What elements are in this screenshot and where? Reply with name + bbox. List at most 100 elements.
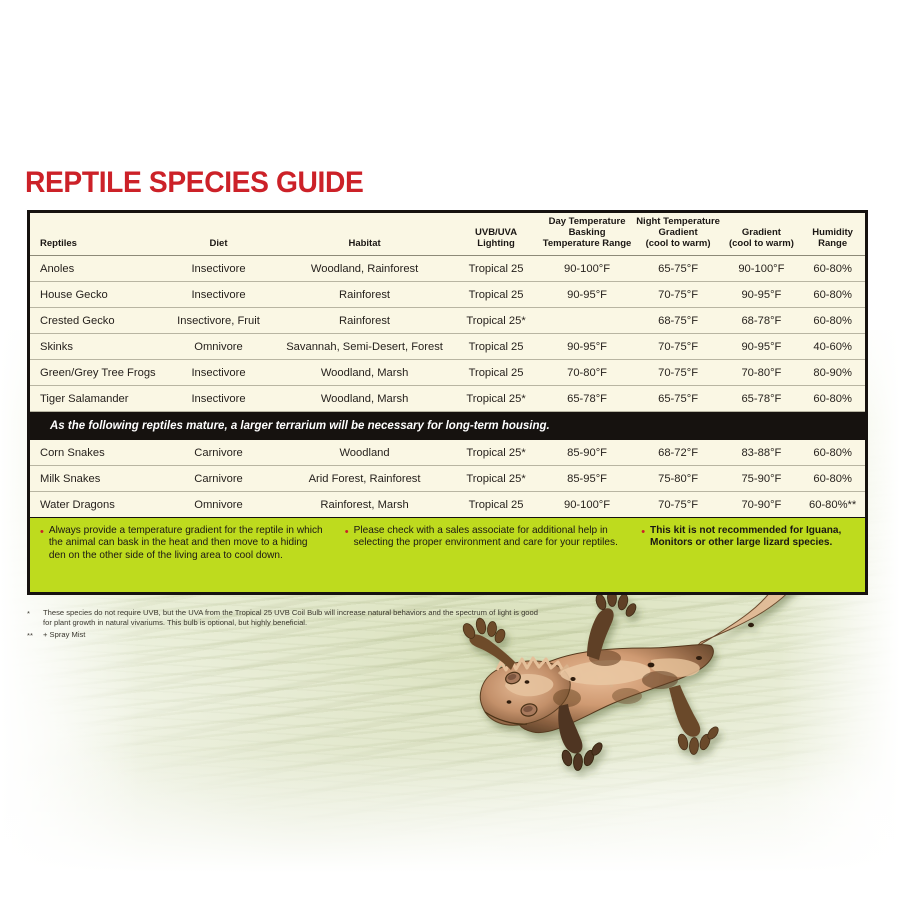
care-tip-3: • This kit is not recommended for Iguana… <box>631 518 865 592</box>
cell-day: 90-100°F <box>540 255 634 283</box>
cell-day: 90-100°F <box>540 491 634 518</box>
cell-humidity: 60-80%** <box>800 491 865 518</box>
cell-humidity: 60-80% <box>800 255 865 283</box>
header-text-habitat: Habitat <box>348 238 381 250</box>
header-text-uvb-line2: Lighting <box>477 238 515 250</box>
footnote-text: + Spray Mist <box>43 630 86 640</box>
cell-habitat: Rainforest <box>277 307 452 335</box>
cell-day: 90-95°F <box>540 281 634 309</box>
cell-gradient: 90-95°F <box>722 281 801 309</box>
page-title: REPTILE SPECIES GUIDE <box>25 166 364 199</box>
footnotes: * These species do not require UVB, but … <box>27 608 547 643</box>
cell-gradient: 75-90°F <box>722 465 801 493</box>
cell-diet: Insectivore <box>159 281 278 309</box>
header-text-reptiles: Reptiles <box>40 238 77 250</box>
cell-habitat: Woodland <box>277 440 452 467</box>
species-table-container: Reptiles Diet Habitat UVB/UVA Lighting D… <box>27 210 868 521</box>
cell-habitat: Woodland, Rainforest <box>277 255 452 283</box>
column-header-reptiles: Reptiles <box>30 213 160 257</box>
cell-habitat: Savannah, Semi-Desert, Forest <box>277 333 452 361</box>
cell-diet: Carnivore <box>159 465 278 493</box>
header-text-grad-line2: (cool to warm) <box>728 238 794 250</box>
cell-diet: Omnivore <box>159 333 278 361</box>
cell-day: 65-78°F <box>540 385 634 413</box>
table-row: Green/Grey Tree Frogs Insectivore Woodla… <box>30 359 865 387</box>
cell-humidity: 80-90% <box>800 359 865 387</box>
care-tip-1: • Always provide a temperature gradient … <box>30 518 335 592</box>
table-row: Crested Gecko Insectivore, Fruit Rainfor… <box>30 307 865 335</box>
column-header-night-temperature: Night Temperature Gradient (cool to warm… <box>633 213 723 257</box>
cell-habitat: Rainforest, Marsh <box>277 491 452 518</box>
care-tip-2: • Please check with a sales associate fo… <box>335 518 631 592</box>
cell-night: 65-75°F <box>633 255 723 283</box>
cell-reptile: Anoles <box>30 255 160 283</box>
column-header-gradient: Gradient (cool to warm) <box>722 213 801 257</box>
species-table: Reptiles Diet Habitat UVB/UVA Lighting D… <box>30 213 865 518</box>
header-text-day-line1: Day Temperature <box>548 216 626 227</box>
table-row: House Gecko Insectivore Rainforest Tropi… <box>30 281 865 309</box>
header-text-night-line1: Night Temperature <box>636 216 720 227</box>
background-fade-bottom <box>0 750 900 900</box>
header-text-hum-line1: Humidity <box>812 227 853 239</box>
cell-humidity: 40-60% <box>800 333 865 361</box>
footnote-single-asterisk: * These species do not require UVB, but … <box>27 608 547 628</box>
header-text-diet: Diet <box>209 238 228 250</box>
column-header-uvb-lighting: UVB/UVA Lighting <box>451 213 541 257</box>
table-row: Skinks Omnivore Savannah, Semi-Desert, F… <box>30 333 865 361</box>
cell-humidity: 60-80% <box>800 307 865 335</box>
cell-uvb: Tropical 25* <box>451 385 541 413</box>
cell-night: 68-75°F <box>633 307 723 335</box>
cell-uvb: Tropical 25 <box>451 255 541 283</box>
header-text-hum-line2: Range <box>818 238 848 250</box>
footnote-marker: * <box>27 609 30 618</box>
cell-night: 68-72°F <box>633 440 723 467</box>
cell-reptile: Tiger Salamander <box>30 385 160 413</box>
header-text-day-line2: Basking <box>568 227 606 239</box>
footnote-marker: ** <box>27 631 33 641</box>
cell-diet: Insectivore, Fruit <box>159 307 278 335</box>
cell-reptile: Corn Snakes <box>30 440 160 467</box>
maturity-notice-row: As the following reptiles mature, a larg… <box>30 411 865 441</box>
cell-humidity: 60-80% <box>800 281 865 309</box>
header-text-night-line2: Gradient <box>658 227 698 239</box>
cell-uvb: Tropical 25 <box>451 281 541 309</box>
cell-gradient: 83-88°F <box>722 440 801 467</box>
table-row: Milk Snakes Carnivore Arid Forest, Rainf… <box>30 465 865 493</box>
bullet-icon: • <box>40 526 44 538</box>
cell-reptile: House Gecko <box>30 281 160 309</box>
cell-habitat: Woodland, Marsh <box>277 385 452 413</box>
cell-habitat: Rainforest <box>277 281 452 309</box>
cell-gradient: 70-80°F <box>722 359 801 387</box>
bullet-icon: • <box>641 526 646 538</box>
cell-diet: Insectivore <box>159 255 278 283</box>
table-header: Reptiles Diet Habitat UVB/UVA Lighting D… <box>30 213 865 257</box>
table-row: Tiger Salamander Insectivore Woodland, M… <box>30 385 865 413</box>
table-row: Water Dragons Omnivore Rainforest, Marsh… <box>30 491 865 518</box>
cell-night: 70-75°F <box>633 491 723 518</box>
cell-reptile: Water Dragons <box>30 491 160 518</box>
cell-habitat: Woodland, Marsh <box>277 359 452 387</box>
cell-reptile: Crested Gecko <box>30 307 160 335</box>
cell-day: 85-90°F <box>540 440 634 467</box>
cell-uvb: Tropical 25 <box>451 491 541 518</box>
cell-day: 85-95°F <box>540 465 634 493</box>
cell-diet: Insectivore <box>159 359 278 387</box>
maturity-notice-text: As the following reptiles mature, a larg… <box>30 411 865 441</box>
cell-night: 70-75°F <box>633 359 723 387</box>
column-header-humidity: Humidity Range <box>800 213 865 257</box>
footnote-double-asterisk: ** + Spray Mist <box>27 630 547 641</box>
cell-day: 70-80°F <box>540 359 634 387</box>
care-tip-1-text: Always provide a temperature gradient fo… <box>48 525 323 561</box>
header-text-night-line3: (cool to warm) <box>645 238 711 250</box>
cell-uvb: Tropical 25* <box>451 307 541 335</box>
care-tip-3-text: This kit is not recommended for Iguana, … <box>650 525 842 549</box>
cell-gradient: 90-95°F <box>722 333 801 361</box>
cell-gradient: 70-90°F <box>722 491 801 518</box>
care-tips-box: • Always provide a temperature gradient … <box>27 518 868 595</box>
cell-reptile: Skinks <box>30 333 160 361</box>
cell-diet: Carnivore <box>159 440 278 467</box>
cell-night: 70-75°F <box>633 281 723 309</box>
header-text-grad-line1: Gradient <box>741 227 781 239</box>
cell-night: 70-75°F <box>633 333 723 361</box>
